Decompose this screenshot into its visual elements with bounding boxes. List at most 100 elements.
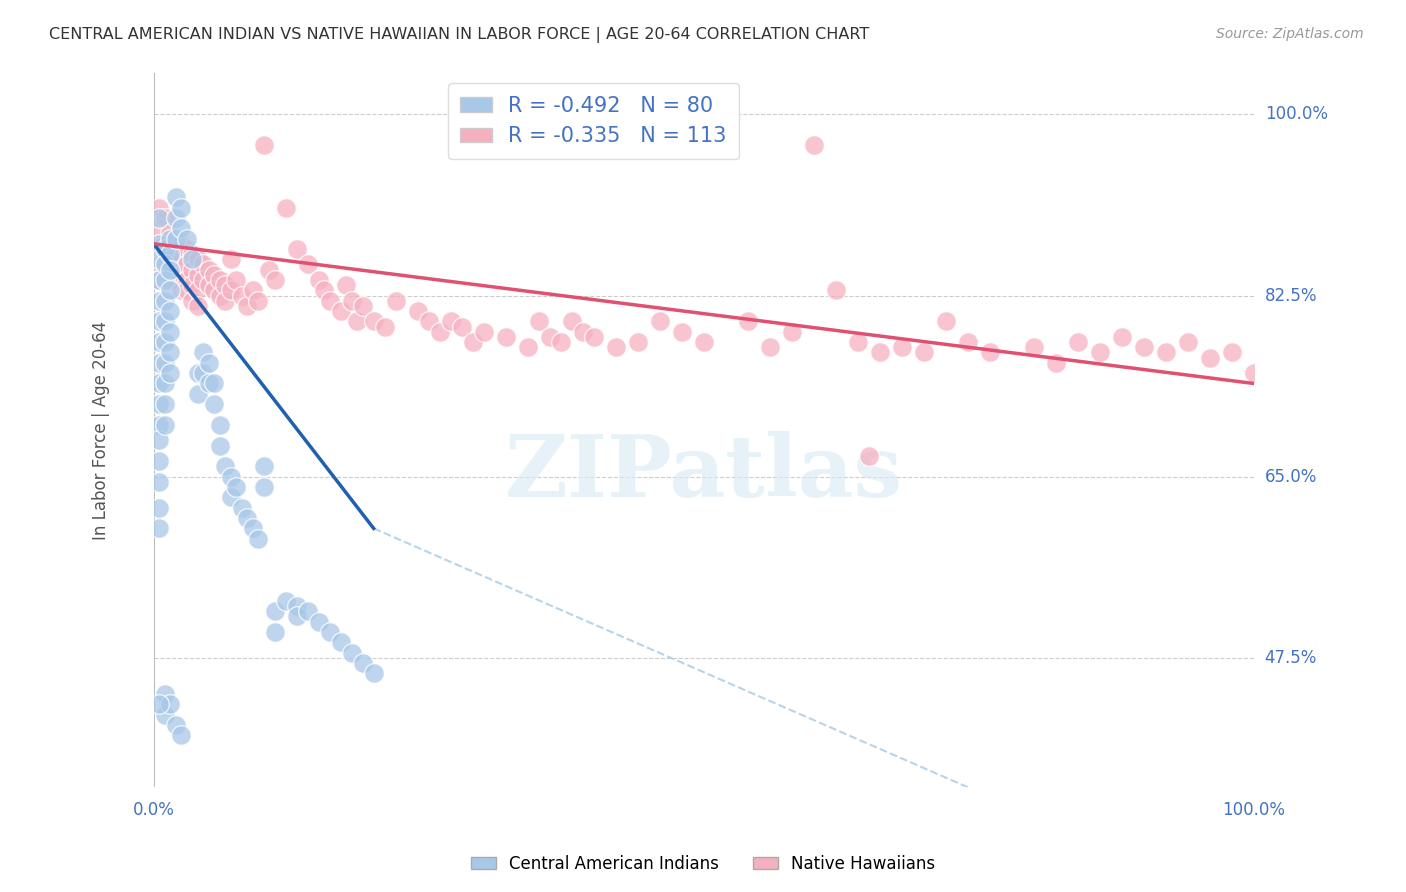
Point — [363, 666, 385, 681]
Point — [148, 454, 170, 468]
Point — [219, 469, 242, 483]
Point — [148, 475, 170, 489]
Point — [148, 211, 170, 225]
Point — [561, 314, 583, 328]
Point — [181, 247, 204, 261]
Point — [191, 345, 214, 359]
Point — [153, 707, 176, 722]
Point — [314, 283, 336, 297]
Point — [170, 221, 193, 235]
Point — [187, 366, 209, 380]
Point — [737, 314, 759, 328]
Point — [846, 334, 869, 349]
Point — [214, 293, 236, 308]
Point — [148, 417, 170, 432]
Point — [153, 211, 176, 225]
Text: 82.5%: 82.5% — [1265, 286, 1317, 304]
Point — [335, 278, 357, 293]
Point — [219, 283, 242, 297]
Point — [191, 273, 214, 287]
Point — [516, 340, 538, 354]
Point — [148, 236, 170, 251]
Point — [406, 304, 429, 318]
Point — [648, 314, 671, 328]
Point — [297, 604, 319, 618]
Point — [340, 293, 363, 308]
Point — [153, 273, 176, 287]
Point — [440, 314, 463, 328]
Point — [148, 356, 170, 370]
Point — [148, 221, 170, 235]
Point — [285, 609, 308, 624]
Point — [165, 262, 187, 277]
Point — [374, 319, 396, 334]
Point — [170, 236, 193, 251]
Point — [352, 656, 374, 670]
Point — [582, 330, 605, 344]
Point — [181, 293, 204, 308]
Point — [181, 262, 204, 277]
Point — [214, 278, 236, 293]
Point — [803, 138, 825, 153]
Text: ZIPatlas: ZIPatlas — [505, 431, 903, 515]
Point — [1045, 356, 1067, 370]
Point — [346, 314, 368, 328]
Point — [538, 330, 561, 344]
Point — [869, 345, 891, 359]
Point — [219, 491, 242, 505]
Point — [495, 330, 517, 344]
Point — [176, 231, 198, 245]
Point — [148, 273, 170, 287]
Point — [148, 698, 170, 712]
Point — [214, 459, 236, 474]
Point — [247, 532, 270, 546]
Point — [858, 449, 880, 463]
Point — [1111, 330, 1133, 344]
Point — [159, 283, 181, 297]
Point — [1088, 345, 1111, 359]
Point — [1154, 345, 1177, 359]
Point — [153, 356, 176, 370]
Point — [329, 304, 352, 318]
Point — [148, 500, 170, 515]
Point — [159, 366, 181, 380]
Point — [1066, 334, 1088, 349]
Point — [340, 646, 363, 660]
Point — [187, 252, 209, 267]
Point — [550, 334, 572, 349]
Legend: R = -0.492   N = 80, R = -0.335   N = 113: R = -0.492 N = 80, R = -0.335 N = 113 — [449, 83, 740, 159]
Point — [257, 262, 280, 277]
Point — [935, 314, 957, 328]
Point — [219, 252, 242, 267]
Text: 47.5%: 47.5% — [1265, 648, 1317, 666]
Point — [384, 293, 406, 308]
Text: In Labor Force | Age 20-64: In Labor Force | Age 20-64 — [91, 320, 110, 540]
Point — [148, 242, 170, 256]
Point — [176, 283, 198, 297]
Point — [197, 376, 219, 391]
Point — [159, 231, 181, 245]
Point — [318, 293, 340, 308]
Point — [627, 334, 650, 349]
Point — [202, 376, 225, 391]
Point — [527, 314, 550, 328]
Point — [176, 242, 198, 256]
Point — [979, 345, 1001, 359]
Point — [912, 345, 935, 359]
Point — [1022, 340, 1045, 354]
Point — [187, 299, 209, 313]
Point — [461, 334, 484, 349]
Point — [692, 334, 714, 349]
Point — [956, 334, 979, 349]
Point — [208, 417, 231, 432]
Point — [1177, 334, 1199, 349]
Point — [181, 252, 204, 267]
Point — [176, 273, 198, 287]
Point — [159, 304, 181, 318]
Point — [352, 299, 374, 313]
Point — [170, 728, 193, 742]
Point — [181, 278, 204, 293]
Point — [170, 201, 193, 215]
Point — [159, 325, 181, 339]
Point — [153, 687, 176, 701]
